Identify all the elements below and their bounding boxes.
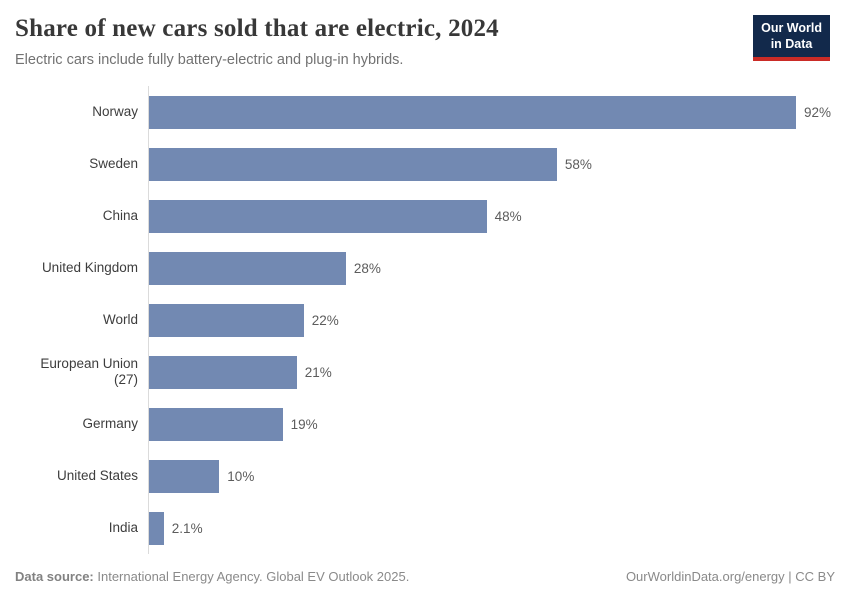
- category-label: United Kingdom: [41, 260, 138, 276]
- bar-area: 92%: [148, 86, 850, 138]
- value-label: 2.1%: [171, 520, 203, 536]
- bar[interactable]: [149, 251, 346, 285]
- category-label: European Union (27): [40, 356, 138, 387]
- bar[interactable]: [149, 511, 164, 545]
- bar[interactable]: [149, 459, 220, 493]
- bar[interactable]: [149, 199, 487, 233]
- value-label: 10%: [227, 468, 255, 484]
- bar[interactable]: [149, 303, 304, 337]
- bar-row: United States 10%: [15, 450, 850, 502]
- bar-area: 28%: [148, 242, 850, 294]
- data-source-text: International Energy Agency. Global EV O…: [93, 569, 410, 584]
- bar[interactable]: [149, 355, 297, 389]
- bar-row: World 22%: [15, 294, 850, 346]
- category-label: Germany: [82, 416, 138, 432]
- category-label: World: [102, 312, 138, 328]
- bar[interactable]: [149, 95, 796, 129]
- bar-row: United Kingdom 28%: [15, 242, 850, 294]
- value-label: 28%: [353, 260, 381, 276]
- value-label: 19%: [290, 416, 318, 432]
- bar-row: India 2.1%: [15, 502, 850, 554]
- bar-row: European Union (27) 21%: [15, 346, 850, 398]
- footer-link[interactable]: OurWorldinData.org/energy | CC BY: [625, 569, 835, 584]
- value-label: 92%: [804, 104, 832, 120]
- data-source: Data source: International Energy Agency…: [15, 569, 409, 584]
- bar[interactable]: [149, 147, 557, 181]
- bar-row: China 48%: [15, 190, 850, 242]
- value-label: 21%: [304, 364, 332, 380]
- bar-area: 10%: [148, 450, 850, 502]
- chart-header: Share of new cars sold that are electric…: [0, 0, 850, 70]
- bar-area: 19%: [148, 398, 850, 450]
- bar-area: 2.1%: [148, 502, 850, 554]
- bar-row: Germany 19%: [15, 398, 850, 450]
- bar-area: 21%: [148, 346, 850, 398]
- data-source-label: Data source:: [15, 569, 94, 584]
- owid-logo-line1: Our World: [761, 21, 822, 35]
- value-label: 58%: [564, 156, 592, 172]
- bar-chart: Norway 92% Sweden 58% China 48% United K…: [15, 86, 850, 554]
- owid-logo[interactable]: Our World in Data: [753, 15, 830, 61]
- category-label: Norway: [92, 104, 138, 120]
- chart-title: Share of new cars sold that are electric…: [15, 15, 499, 42]
- category-label: China: [102, 208, 138, 224]
- bar-area: 58%: [148, 138, 850, 190]
- value-label: 22%: [311, 312, 339, 328]
- bar-area: 48%: [148, 190, 850, 242]
- chart-footer: Data source: International Energy Agency…: [15, 569, 835, 584]
- owid-logo-line2: in Data: [770, 37, 813, 52]
- bar-row: Norway 92%: [15, 86, 850, 138]
- bar-area: 22%: [148, 294, 850, 346]
- chart-subtitle: Electric cars include fully battery-elec…: [15, 52, 404, 68]
- bar[interactable]: [149, 407, 283, 441]
- category-label: Sweden: [89, 156, 138, 172]
- category-label: India: [108, 520, 138, 536]
- value-label: 48%: [494, 208, 522, 224]
- bar-row: Sweden 58%: [15, 138, 850, 190]
- category-label: United States: [56, 468, 138, 484]
